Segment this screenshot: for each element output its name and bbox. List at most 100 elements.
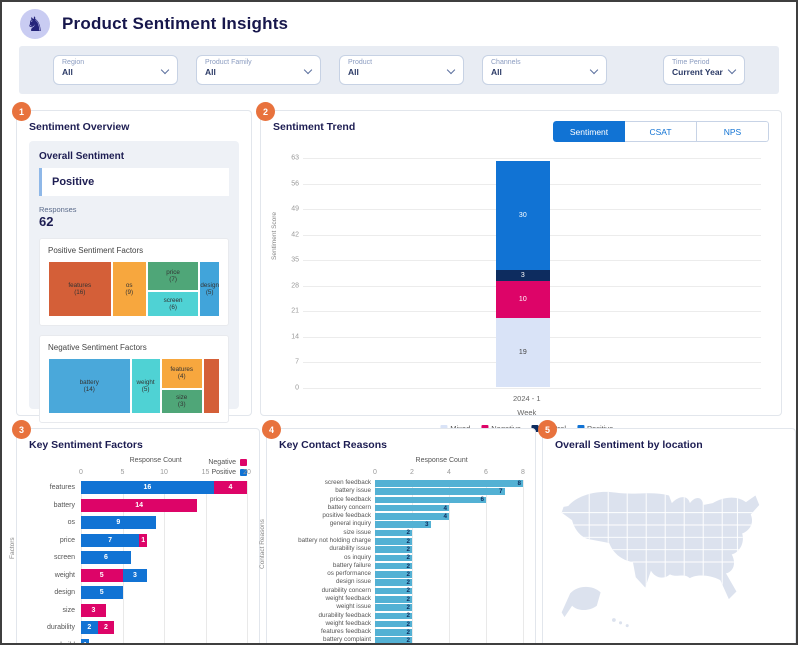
x-axis-title: Week [517, 408, 537, 417]
bar-segment-negative[interactable]: 4 [213, 481, 247, 494]
tile-value: (7) [169, 276, 177, 284]
bar-segment-positive[interactable]: 5 [81, 586, 123, 599]
reason-row: size issue 2 [343, 529, 523, 536]
reason-bar[interactable]: 2 [375, 612, 412, 619]
reason-bar[interactable]: 2 [375, 579, 412, 586]
responses-value: 62 [39, 214, 54, 229]
gridline [523, 480, 524, 643]
treemap-tile-price[interactable]: price (7) [146, 261, 200, 292]
x-tick-label: 10 [160, 469, 168, 476]
bar-segment-negative[interactable]: 3 [81, 603, 106, 617]
bar-segment-negative[interactable]: 1 [139, 533, 148, 547]
tile-label: battery [79, 378, 99, 386]
bar-segment-positive[interactable]: 6 [81, 551, 131, 564]
reason-bar[interactable]: 6 [375, 496, 486, 503]
reason-bar[interactable]: 7 [375, 488, 505, 495]
filter-label-region: Region [62, 59, 85, 66]
tab-csat[interactable]: CSAT [625, 121, 697, 142]
step-badge-1: 1 [12, 102, 31, 121]
legend-item-negative[interactable]: Negative [208, 457, 247, 467]
treemap-tile[interactable] [202, 358, 220, 414]
reason-bar[interactable]: 2 [375, 554, 412, 561]
tile-label: design [200, 281, 219, 289]
treemap-tile-features[interactable]: features (16) [48, 261, 112, 317]
treemap-tile-battery[interactable]: battery (14) [48, 358, 131, 414]
reason-label: weight feedback [325, 594, 371, 602]
bar-segment-positive[interactable]: 7 [81, 533, 140, 547]
reason-bar[interactable]: 4 [375, 505, 449, 512]
bar-segment-positive[interactable]: 30 [495, 160, 550, 271]
reason-row: general inquiry 3 [330, 521, 523, 528]
x-axis-header: Response Count Negative Positive [81, 457, 247, 476]
reason-label: durability issue [329, 545, 371, 553]
reason-bar[interactable]: 2 [375, 621, 412, 628]
reason-row: weight feedback 2 [325, 595, 523, 603]
gridline [247, 481, 248, 643]
us-hawaii[interactable] [612, 618, 616, 622]
filter-dropdown-product[interactable]: Product All [339, 55, 464, 85]
bar-segment-positive[interactable]: 16 [81, 481, 214, 494]
reason-bar[interactable]: 2 [375, 637, 412, 643]
treemap-tile-screen[interactable]: screen (6) [146, 291, 200, 317]
reason-bar[interactable]: 2 [375, 629, 412, 636]
treemap-tile-os[interactable]: os (9) [111, 261, 147, 317]
factor-label: size [62, 606, 75, 614]
filter-dropdown-time-period[interactable]: Time Period Current Year [663, 55, 745, 85]
bar-segment-negative[interactable]: 5 [81, 568, 123, 582]
y-tick-label: 42 [291, 231, 299, 239]
us-alaska[interactable] [561, 586, 601, 618]
us-hawaii[interactable] [619, 621, 623, 625]
reason-bar[interactable]: 2 [375, 596, 412, 603]
legend-item-positive[interactable]: Positive [208, 467, 247, 477]
tile-value: (5) [205, 289, 214, 296]
reason-bar[interactable]: 2 [375, 587, 412, 594]
factor-label: features [49, 484, 75, 491]
reason-label: durability feedback [318, 611, 371, 619]
filter-bar: Region All Product Family All Product All Chan… [19, 46, 779, 94]
treemap-tile-weight[interactable]: weight (5) [130, 358, 161, 414]
tile-label: price [166, 268, 180, 276]
y-tick-label: 21 [291, 307, 299, 315]
bar-segment-negative[interactable]: 14 [81, 498, 198, 512]
tab-sentiment[interactable]: Sentiment [553, 121, 625, 142]
tab-nps[interactable]: NPS [697, 121, 769, 142]
tile-label: features [170, 365, 194, 373]
reason-label: battery complaint [323, 636, 371, 644]
bar-segment-positive[interactable]: 3 [122, 568, 148, 582]
reason-label: positive feedback [322, 512, 371, 520]
tile-label: os [125, 281, 133, 289]
reason-bar[interactable]: 8 [375, 480, 523, 487]
treemap-tile-features[interactable]: features (4) [160, 358, 203, 389]
reason-bar[interactable]: 2 [375, 563, 412, 570]
bar-segment-positive[interactable]: 1 [81, 638, 90, 643]
reason-bar[interactable]: 2 [375, 529, 412, 536]
filter-dropdown-region[interactable]: Region All [53, 55, 178, 85]
y-tick-label: 7 [295, 358, 299, 366]
chevron-down-icon [303, 65, 313, 75]
sentiment-trend-chart: 0 7 14 21 28 35 42 49 56 63 19 10 3 30 Sentiment Score… [271, 150, 769, 433]
bar-segment-positive[interactable]: 2 [81, 621, 98, 634]
bar-segment-neutral[interactable]: 3 [495, 270, 550, 282]
reason-bar[interactable]: 2 [375, 571, 412, 578]
bar-segment-negative[interactable]: 10 [495, 281, 550, 318]
x-tick-label: 0 [79, 469, 83, 476]
reason-row: os inquiry 2 [344, 554, 523, 561]
reason-bar[interactable]: 2 [375, 604, 412, 611]
treemap-tile-design[interactable]: design (5) [199, 261, 220, 317]
reason-row: battery concern 4 [328, 504, 523, 512]
us-mainland[interactable] [561, 491, 760, 600]
x-tick-label: 2 [410, 469, 414, 476]
bar-segment-mixed[interactable]: 19 [495, 317, 550, 387]
reason-bar[interactable]: 3 [375, 521, 431, 528]
reason-bar[interactable]: 4 [375, 513, 449, 520]
bar-segment-negative[interactable]: 2 [97, 621, 115, 634]
stacked-bar-2024-1[interactable]: 19 10 3 30 [495, 160, 550, 387]
filter-dropdown-product-family[interactable]: Product Family All [196, 55, 321, 85]
treemap-tile-size[interactable]: size (3) [160, 388, 203, 414]
us-hawaii[interactable] [625, 624, 629, 628]
reason-bar[interactable]: 2 [375, 538, 412, 545]
us-map-graphic[interactable] [555, 465, 783, 641]
filter-dropdown-channels[interactable]: Channels All [482, 55, 607, 85]
bar-segment-positive[interactable]: 9 [81, 516, 156, 529]
reason-bar[interactable]: 2 [375, 546, 412, 553]
